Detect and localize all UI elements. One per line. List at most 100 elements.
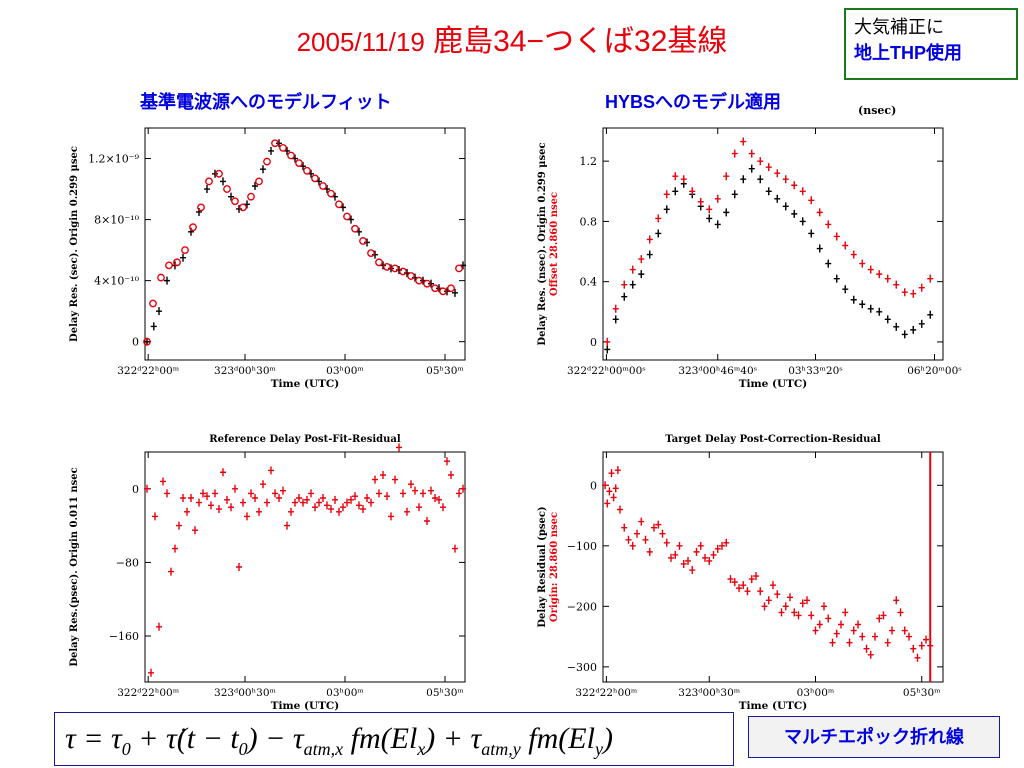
data-point [706,556,713,565]
data-point [842,241,849,250]
data-point [236,204,242,213]
data-point [165,261,173,270]
data-point [408,480,414,489]
data-point [778,608,785,617]
data-point [906,632,912,641]
x-tick-label: 05ʰ30ᵐ [903,687,941,699]
x-tick-label: 03ʰ00ᵐ [797,687,835,699]
data-point [774,590,781,599]
data-point [205,177,213,186]
chart-fit: 0 4×10⁻¹⁰ 8×10⁻¹⁰ 1.2×10⁻⁹ 322ᵈ22ʰ00ᵐ 323ᵈ00ʰ… [69,127,466,390]
data-point [859,632,866,641]
y-axis-label: Delay Residual (psec) [537,506,548,627]
x-axis-label: Time (UTC) [271,378,340,390]
data-point [271,139,279,148]
x-tick-label: 323ᵈ00ʰ30ᵐ [678,687,741,699]
data-point [384,492,390,501]
y-axis-label: Delay Res. (sec). Origin 0.299 μsec [69,146,80,342]
data-point [621,280,628,289]
x-tick-label: 323ᵈ00ʰ46ᵐ40ˢ [678,365,757,377]
note-box: 大気補正に 地上THP使用 [844,8,1018,80]
formula-close: ) − τ [247,722,304,755]
data-point [821,602,827,611]
data-point [799,599,806,608]
data-point [629,280,636,289]
data-point [710,550,717,559]
data-point [447,284,455,293]
data-point [240,498,246,507]
data-point [655,520,662,529]
data-point [655,229,662,238]
data-point [918,283,925,292]
data-point [424,517,430,525]
data-point [388,512,394,521]
data-point [884,638,891,647]
data-point [180,253,186,262]
data-point [204,492,210,501]
y-axis-label: Delay Res. (nsec). Origin 0.299 μsec [537,142,548,345]
data-point [872,632,878,641]
data-point [308,489,314,498]
chart-ref-residual: Reference Delay Post-Fit-Residual −160 −80… [69,434,466,712]
formula-sub-x: x [417,739,426,759]
data-point [795,611,802,620]
y-tick-label: −300 [567,661,597,674]
data-point [415,276,423,285]
data-point [168,567,174,576]
data-point [901,288,908,297]
data-point [706,214,713,223]
data-point [156,307,162,316]
chart-target-residual: Target Delay Post-Correction-Residual −30… [537,434,944,712]
data-point [889,626,895,635]
data-point [612,484,619,493]
data-point [910,289,917,298]
data-point [884,315,891,324]
data-point [612,315,619,324]
x-tick-label: 323ᵈ00ʰ30ᵐ [214,687,277,699]
data-point [156,622,162,631]
data-point [432,494,438,502]
formula-tau0: τ [111,722,122,755]
data-point [842,285,849,294]
data-point [448,471,454,479]
data-point [144,484,150,493]
data-point [312,503,318,512]
data-point [228,192,234,201]
data-point [208,501,214,510]
data-point [602,481,609,490]
data-point [232,484,238,493]
data-point [876,307,883,316]
data-point [918,641,925,650]
data-point [455,264,463,273]
data-point [197,203,205,212]
data-point [367,249,375,258]
y-tick-label: −160 [109,630,139,643]
data-point [617,505,623,514]
y-tick-label: 4×10⁻¹⁰ [94,275,139,288]
data-point [247,192,255,201]
data-point [706,205,713,214]
data-point [893,596,900,605]
data-point [149,299,157,308]
plot-frame [602,451,944,683]
data-point [440,503,446,512]
formula-sub-atm-y: atm,y [481,739,521,759]
data-point [200,489,206,498]
data-point [659,529,666,538]
y-tick-label: −80 [116,556,139,569]
data-point [260,165,266,174]
data-point [621,523,628,532]
data-point [672,172,679,181]
data-point [452,544,458,553]
x-tick-label: 322ᵈ22ʰ00ᵐ [117,687,180,699]
data-point [192,526,198,535]
data-point [740,137,747,146]
data-point [220,468,226,477]
data-point [212,169,218,178]
data-point [392,475,398,484]
data-point [320,494,326,502]
data-point [280,486,286,495]
data-point [740,581,747,590]
note-line-1: 大気補正に [854,17,944,37]
data-point [629,541,636,550]
